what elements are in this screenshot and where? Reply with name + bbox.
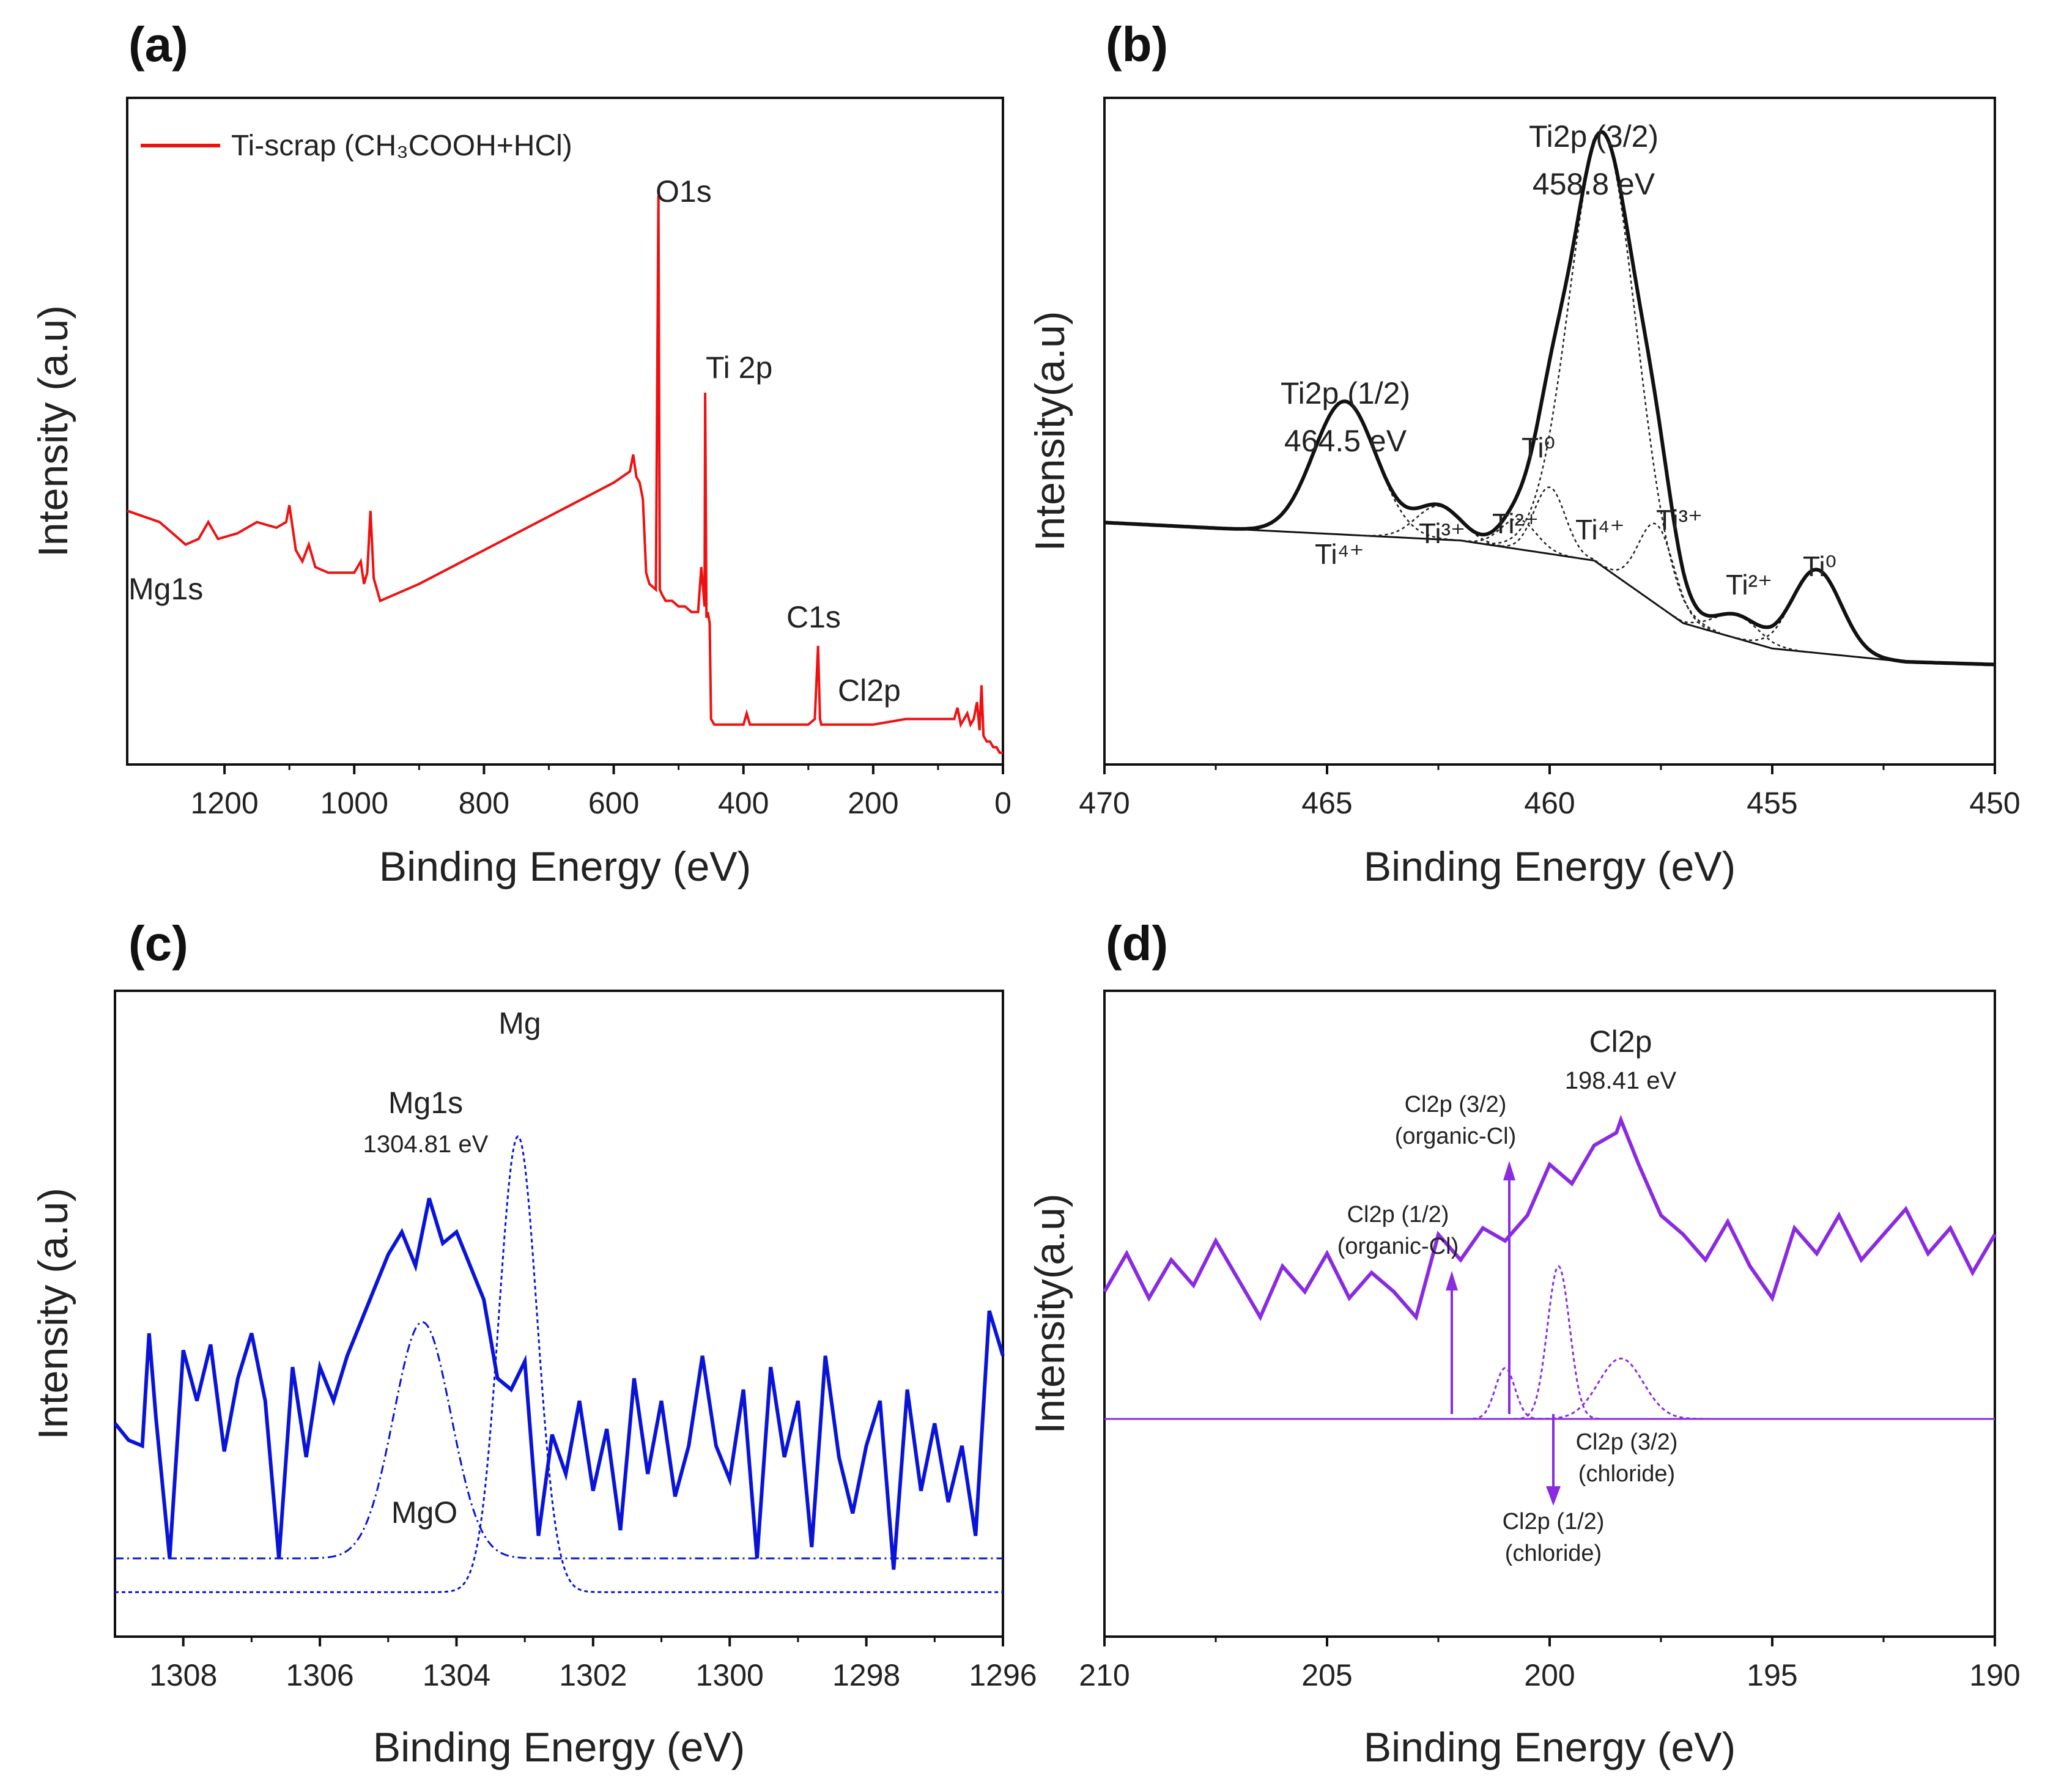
panel-a-legend-label: Ti-scrap (CH₃COOH+HCl): [231, 130, 572, 162]
panel-a-tick-label: 1000: [320, 786, 388, 820]
panel-d-component-peak: [1531, 1357, 1709, 1420]
panel-d-arrowhead-organic-32: [1503, 1161, 1515, 1180]
panel-d-fit-components: [1466, 1265, 1709, 1420]
panel-a-tick-label: 0: [994, 786, 1011, 820]
panel-d-tick-label: 205: [1301, 1658, 1352, 1692]
panel-a-ylabel: Intensity (a.u): [30, 305, 76, 557]
panel-c-tick-label: 1306: [286, 1658, 353, 1692]
panel-c-tick-label: 1296: [969, 1658, 1037, 1692]
panel-d-component-peak: [1514, 1265, 1602, 1420]
panel-c-tick-label: 1300: [696, 1658, 764, 1692]
panel-b-tick-label: 460: [1524, 786, 1575, 820]
panel-d-annot-organic-12: Cl2p (1/2): [1347, 1202, 1449, 1227]
panel-b-label-ti2-b: Ti²⁺: [1726, 569, 1772, 601]
panel-c-tick-label: 1302: [559, 1658, 627, 1692]
panel-b-tick-label: 465: [1301, 786, 1352, 820]
panel-d-tick-label: 210: [1079, 1658, 1130, 1692]
panel-b-component-peak: [1594, 522, 1718, 634]
panel-d-tick-label: 200: [1524, 1658, 1575, 1692]
panel-c-tick-label: 1298: [832, 1658, 900, 1692]
panel-d-annot-organic-32: Cl2p (3/2): [1405, 1092, 1507, 1117]
panel-b: (b) 470 465 460 455 450 Ti2p (3/2) 458.8 eV …: [1027, 17, 2021, 890]
panel-c-x-ticks: 1308 1306 1304 1302 1300 1298 1296: [149, 1637, 1037, 1692]
panel-a-annot-c1s: C1s: [786, 600, 841, 634]
panel-c-spectrum-line: [113, 1198, 1005, 1570]
panel-b-component-peak: [1495, 486, 1605, 568]
panel-b-annot-ti2p32: Ti2p (3/2): [1529, 119, 1659, 154]
panel-d-annot-organic-12-sub: (organic-Cl): [1337, 1234, 1459, 1259]
panel-c-frame: [114, 990, 1004, 1638]
panel-b-xlabel: Binding Energy (eV): [1364, 843, 1736, 890]
panel-a-tick-label: 600: [588, 786, 639, 820]
panel-b-tick-label: 455: [1747, 786, 1797, 820]
panel-c-annot-mg1s-energy: 1304.81 eV: [363, 1131, 489, 1158]
panel-b-tick-label: 450: [1969, 786, 2020, 820]
panel-b-label-ti4-b: Ti⁴⁺: [1575, 514, 1625, 546]
panel-b-label-ti0-a: Ti⁰: [1522, 432, 1555, 464]
panel-c-component-mgo: [115, 1321, 1003, 1560]
panel-c-label: (c): [128, 916, 188, 971]
panel-b-annot-ti2p32-energy: 458.8 eV: [1533, 167, 1655, 201]
panel-a-tick-label: 400: [718, 786, 769, 820]
panel-a-frame: [126, 97, 1004, 766]
panel-d-ylabel: Intensity(a.u): [1027, 1193, 1073, 1434]
panel-d-annot-chloride-32: Cl2p (3/2): [1576, 1429, 1678, 1455]
panel-d-tick-label: 190: [1969, 1658, 2020, 1692]
panel-d-tick-label: 195: [1747, 1658, 1797, 1692]
panel-d-arrowhead-organic-12: [1446, 1271, 1458, 1290]
panel-d-annot-chloride-12: Cl2p (1/2): [1503, 1509, 1605, 1535]
panel-b-label-ti0-b: Ti⁰: [1803, 550, 1836, 582]
panel-c-xlabel: Binding Energy (eV): [373, 1724, 745, 1771]
panel-d-annot-organic-32-sub: (organic-Cl): [1395, 1124, 1516, 1149]
panel-d-component-peak: [1466, 1367, 1544, 1420]
panel-c-component-mg: [115, 1135, 1003, 1593]
panel-b-component-peak: [1456, 518, 1580, 559]
panel-b-envelope-line: [1104, 130, 1995, 667]
panel-a-annot-o1s: O1s: [656, 174, 712, 209]
panel-a-annot-mg1s: Mg1s: [128, 572, 203, 606]
panel-c-annot-mg1s: Mg1s: [388, 1086, 463, 1120]
panel-b-label-ti3-a: Ti³⁺: [1419, 517, 1465, 549]
panel-b-label-ti4-a: Ti⁴⁺: [1315, 538, 1364, 570]
panel-a-annot-ti2p: Ti 2p: [706, 350, 772, 385]
panel-b-label-ti2-a: Ti²⁺: [1492, 508, 1539, 539]
panel-a-spectrum-line: [127, 195, 1003, 754]
panel-d-label: (d): [1106, 916, 1168, 971]
panel-c-fit-components: [115, 1135, 1003, 1593]
panel-b-annot-ti2p12-energy: 464.5 eV: [1284, 424, 1407, 458]
panel-b-component-peak: [1486, 132, 1720, 634]
panel-a-tick-label: 800: [459, 786, 509, 820]
panel-b-label-ti3-b: Ti³⁺: [1656, 504, 1703, 536]
panel-b-tick-label: 470: [1079, 786, 1130, 820]
panel-d-annot-cl2p: Cl2p: [1589, 1024, 1652, 1059]
panel-d: (d) 210 205 200 195 190 Cl2p 198.41 eV Cl2p …: [1027, 916, 2021, 1771]
panel-d-xlabel: Binding Energy (eV): [1364, 1724, 1736, 1771]
panel-d-annot-cl2p-energy: 198.41 eV: [1565, 1067, 1677, 1094]
panel-c-tick-label: 1308: [149, 1658, 217, 1692]
panel-b-x-ticks: 470 465 460 455 450: [1079, 765, 2021, 820]
panel-a-tick-label: 200: [848, 786, 898, 820]
panel-c-tick-label: 1304: [423, 1658, 490, 1692]
panel-a-label: (a): [128, 17, 188, 72]
panel-a-xlabel: Binding Energy (eV): [379, 843, 752, 890]
panel-b-label: (b): [1106, 17, 1168, 72]
panel-d-annot-chloride-32-sub: (chloride): [1578, 1461, 1675, 1487]
panel-c-annot-mgo: MgO: [391, 1495, 457, 1530]
panel-c-annot-mg: Mg: [498, 1006, 541, 1040]
panel-d-spectrum-line: [1103, 1114, 1997, 1322]
panel-d-frame: [1103, 990, 1996, 1638]
panel-b-ylabel: Intensity(a.u): [1027, 311, 1073, 551]
panel-c-ylabel: Intensity (a.u): [30, 1188, 76, 1440]
panel-c: (c) 1308 1306 1304 1302 1300 1298 1296 Mg Mg1s…: [30, 916, 1037, 1771]
panel-d-arrowhead-chloride: [1546, 1486, 1561, 1506]
panel-d-annot-chloride-12-sub: (chloride): [1505, 1541, 1602, 1566]
panel-a-annot-cl2p: Cl2p: [838, 673, 901, 708]
panel-a-tick-label: 1200: [190, 786, 258, 820]
panel-a: (a) 1200 1000 800 600 400 200 0 Ti-scrap (CH₃C…: [30, 17, 1011, 890]
panel-b-annot-ti2p12: Ti2p (1/2): [1281, 376, 1410, 410]
panel-d-x-ticks: 210 205 200 195 190: [1079, 1637, 2021, 1692]
panel-a-x-ticks: 1200 1000 800 600 400 200 0: [190, 765, 1011, 820]
